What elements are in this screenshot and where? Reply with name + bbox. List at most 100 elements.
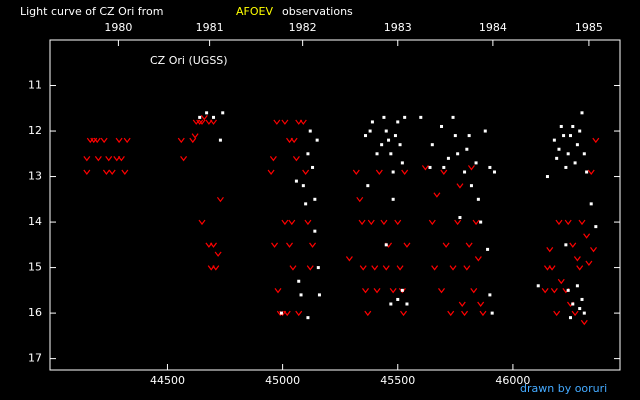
footer: drawn by ooruri [520,382,607,395]
title-end: observations [282,5,353,18]
observation [316,266,320,270]
observation [221,111,225,115]
top-tick-label: 1981 [196,21,224,34]
observation [564,243,568,247]
observation [375,152,379,156]
upper-limit [180,155,188,162]
upper-limit [191,133,199,139]
upper-limit [438,287,445,294]
upper-limit [212,265,220,271]
observation [467,134,471,138]
top-tick-label: 1985 [575,21,603,34]
upper-limit [433,192,441,198]
upper-limit [269,155,277,162]
observation [578,129,582,133]
y-tick-label: 16 [28,306,42,319]
observation [428,165,432,169]
upper-limit [541,287,549,294]
upper-limit [271,242,279,248]
observation [573,161,577,165]
upper-limit [576,265,584,271]
observation [391,197,395,201]
upper-limit [289,265,297,271]
observation [366,184,370,188]
observation [458,216,462,220]
upper-limit [447,310,455,317]
upper-limit [210,242,217,248]
upper-limit [299,119,307,125]
upper-limit [479,310,487,317]
upper-limit [200,115,208,121]
upper-limit [189,137,197,144]
observation [297,279,301,283]
upper-limit [83,155,91,162]
observation [451,115,455,119]
observation [562,134,566,138]
upper-limit [100,137,108,144]
observation [368,129,372,133]
observation [453,134,457,138]
observation [400,161,404,165]
upper-limit [286,137,293,144]
upper-limit [295,310,303,317]
observation [218,138,222,142]
upper-limit [403,242,411,248]
observation [488,165,492,169]
upper-limit [474,256,482,262]
observation [575,284,579,288]
upper-limit [571,310,579,317]
upper-limit [583,233,591,239]
upper-limit [380,219,388,226]
observation [490,311,494,315]
observation [566,152,570,156]
observation [205,111,209,115]
observation [582,311,586,315]
observation [317,293,321,297]
observation [389,152,393,156]
upper-limit [108,169,116,175]
title-highlight: AFOEV [236,5,273,18]
y-tick-label: 14 [28,215,42,228]
observation [568,134,572,138]
upper-limit [281,119,289,125]
observation [400,288,404,292]
observation [476,197,480,201]
y-tick-label: 12 [28,124,42,137]
plot-frame [49,39,621,371]
upper-limit [198,119,206,125]
upper-limit [196,119,204,125]
observation [580,111,584,115]
upper-limit [389,287,397,294]
upper-limit [198,219,206,226]
upper-limit [288,219,296,226]
upper-limit [304,219,312,226]
observation [552,138,556,142]
upper-limit [592,137,600,144]
observation [301,184,305,188]
observation [380,143,384,147]
upper-limit [553,310,561,317]
upper-limit [431,265,439,271]
observation [306,152,310,156]
observation [465,147,469,151]
upper-limit [421,165,429,171]
upper-limit [214,251,222,257]
x-tick-label: 45500 [380,374,415,387]
observation [384,129,388,133]
observation [308,129,312,133]
upper-limit [546,247,554,253]
observation [198,115,202,119]
observation [568,316,572,320]
observation [396,120,400,124]
upper-limit [458,301,466,307]
upper-limit [273,119,281,125]
observation [557,147,561,151]
upper-limit [216,196,224,203]
observation [469,184,473,188]
upper-limit [454,219,462,226]
observation [370,120,374,124]
upper-limit [373,287,381,294]
upper-limit [267,169,275,175]
upper-limit [274,287,282,294]
